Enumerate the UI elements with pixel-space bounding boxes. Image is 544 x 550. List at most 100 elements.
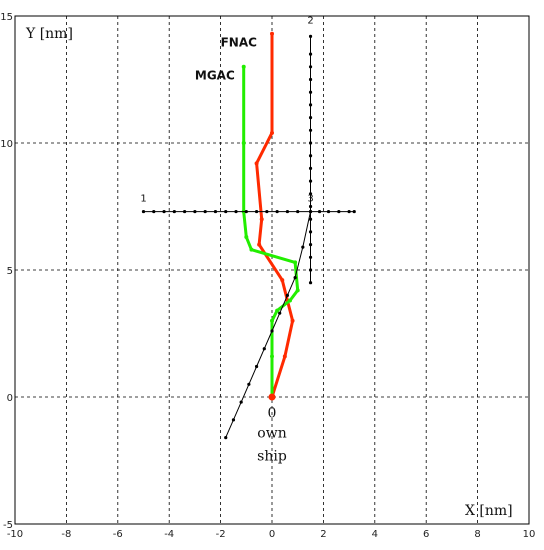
data-point (203, 209, 207, 214)
data-point (308, 65, 313, 69)
data-point (308, 281, 313, 285)
data-point (183, 209, 187, 214)
data-point (308, 192, 313, 196)
x-tick-label: 2 (320, 529, 326, 540)
data-point (193, 209, 197, 214)
annotation-label: 1 (140, 193, 146, 204)
annotation-label: 2 (307, 16, 313, 27)
data-point (285, 209, 290, 214)
data-point (308, 179, 313, 183)
data-point (270, 354, 274, 359)
data-point (152, 209, 156, 214)
annotation-label: FNAC (221, 35, 258, 49)
data-point (280, 278, 285, 283)
x-axis-label: X [nm] (465, 503, 513, 519)
data-point (224, 209, 228, 214)
track-line-3 (308, 34, 313, 285)
y-tick-label: 5 (7, 266, 13, 277)
x-tick-label: 8 (474, 529, 480, 540)
data-point (262, 347, 266, 351)
x-tick-label: -8 (61, 529, 71, 540)
data-point (257, 242, 262, 247)
data-point (308, 255, 313, 259)
series-line (225, 211, 311, 438)
data-point (247, 382, 251, 386)
own-ship-marker (268, 393, 276, 401)
data-point (224, 436, 228, 440)
data-point (285, 293, 290, 297)
data-point (275, 209, 279, 214)
grid-lines (15, 16, 529, 524)
data-point (337, 209, 341, 214)
data-point (254, 364, 259, 369)
data-point (308, 116, 313, 120)
data-point (326, 209, 331, 214)
data-point (270, 329, 274, 333)
data-point (141, 209, 146, 214)
data-point (308, 154, 313, 158)
data-point (287, 298, 292, 303)
y-tick-label: 0 (7, 393, 13, 404)
data-point (308, 209, 313, 214)
data-point (293, 260, 298, 265)
x-tick-label: -4 (164, 529, 174, 540)
data-point (308, 217, 313, 221)
data-point (275, 308, 280, 313)
data-point (244, 209, 248, 214)
data-point (270, 130, 274, 135)
annotations: FNAC MGAC 1 2 3 0 own ship (140, 16, 313, 465)
data-point (241, 141, 246, 145)
data-point (295, 288, 300, 293)
data-point (270, 31, 274, 36)
data-point (308, 268, 313, 272)
series-layer (141, 31, 356, 440)
data-point (239, 400, 243, 404)
data-point (290, 318, 295, 323)
data-point (308, 77, 313, 82)
x-tick-label: 0 (269, 529, 275, 540)
data-point (352, 209, 356, 214)
x-tick-label: 10 (523, 529, 536, 540)
x-tick-label: 4 (372, 529, 378, 540)
data-point (244, 234, 249, 239)
data-point (270, 318, 274, 323)
track-line-2 (141, 209, 356, 214)
data-point (162, 209, 166, 214)
data-point (308, 141, 313, 145)
data-point (293, 276, 297, 280)
data-point (213, 209, 218, 214)
data-point (308, 128, 313, 132)
annotation-label: ship (257, 449, 287, 465)
x-tick-label: 6 (423, 529, 429, 540)
data-point (254, 209, 259, 214)
data-point (308, 204, 313, 209)
data-point (254, 161, 259, 166)
data-point (234, 209, 238, 214)
data-point (278, 311, 282, 315)
data-point (308, 243, 313, 247)
annotation-label: own (257, 426, 286, 442)
plot-frame (14, 15, 530, 525)
data-point (259, 217, 264, 222)
data-point (265, 209, 269, 214)
x-tick-label: -6 (113, 529, 123, 540)
data-point (317, 209, 322, 214)
y-axis-label: Y [nm] (25, 26, 73, 42)
y-tick-label: -5 (3, 520, 13, 531)
data-point (308, 34, 313, 38)
annotation-label: MGAC (195, 69, 235, 83)
annotation-label: 3 (307, 193, 313, 204)
y-tick-label: 15 (0, 12, 13, 23)
data-point (308, 52, 313, 56)
data-point (241, 64, 246, 69)
series-mgac (241, 64, 300, 399)
data-point (296, 209, 300, 214)
data-point (231, 418, 236, 422)
x-tick-label: -10 (7, 529, 23, 540)
data-point (301, 245, 305, 249)
series-line (255, 33, 295, 398)
series-line (242, 66, 300, 397)
data-point (308, 90, 313, 94)
